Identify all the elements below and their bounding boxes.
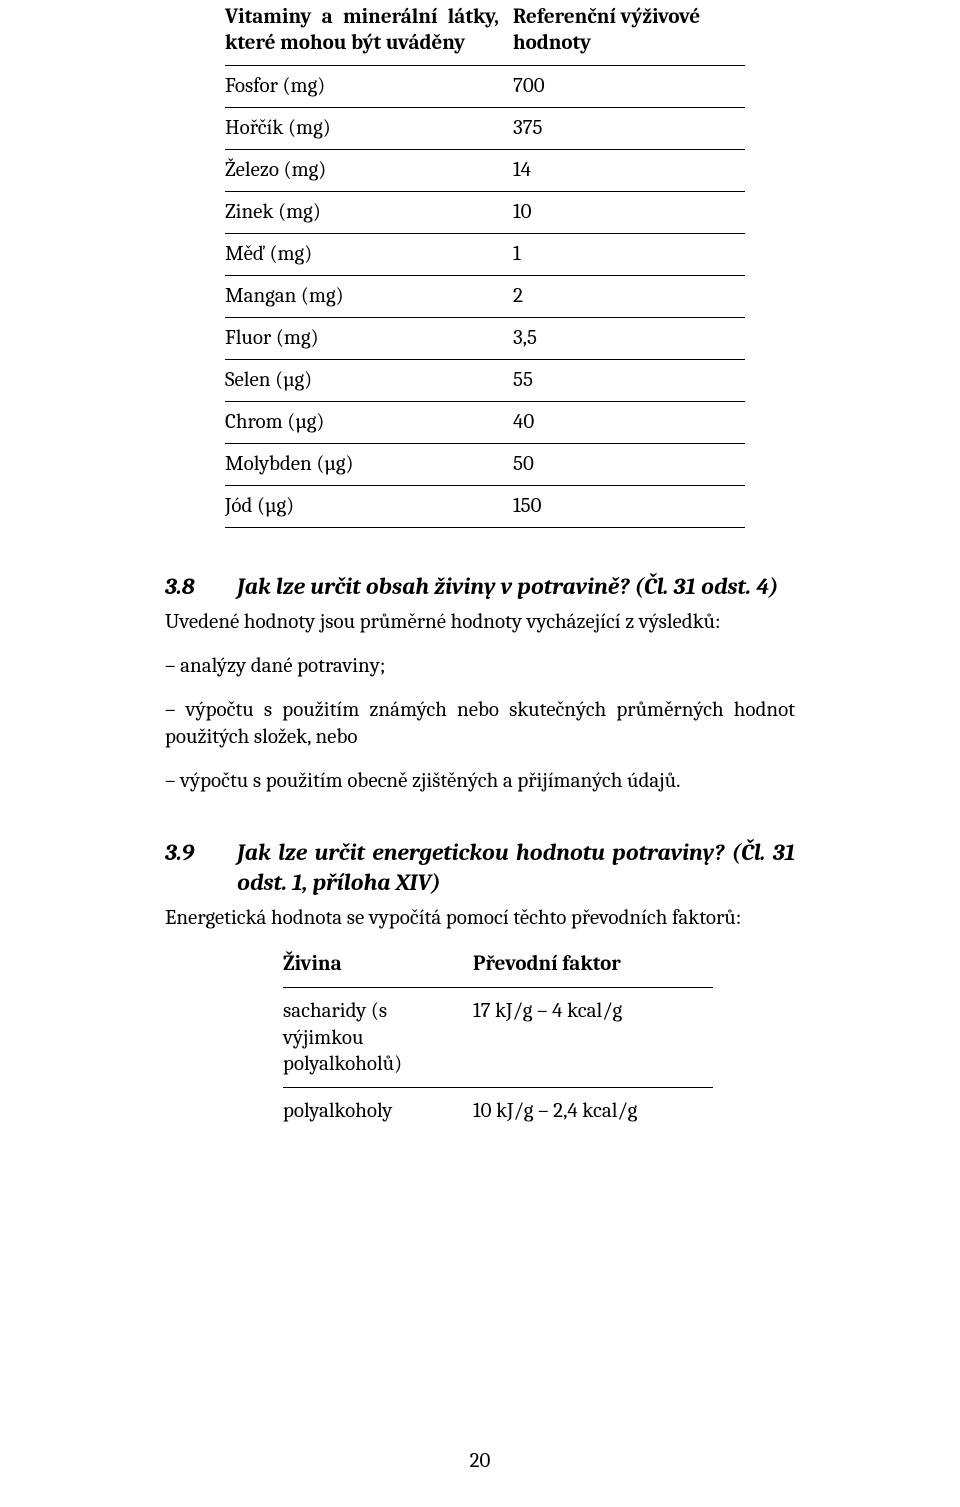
page-number: 20 [0, 1449, 960, 1473]
row-label: Železo (mg) [225, 160, 513, 181]
table-row: Fluor (mg) 3,5 [225, 317, 745, 359]
section-heading-3-8: 3.8 Jak lze určit obsah živiny v potravi… [165, 572, 795, 601]
row-label: Molybden (µg) [225, 454, 513, 475]
row-value: 10 [513, 202, 745, 223]
list-item: – výpočtu s použitím obecně zjištěných a… [165, 768, 795, 794]
list-item: – výpočtu s použitím známých nebo skuteč… [165, 697, 795, 750]
table-header-right: Referenční výživové hodnoty [513, 4, 745, 57]
table-header-left: Živina [283, 951, 473, 977]
table-row: Měď (mg) 1 [225, 233, 745, 275]
row-value: 700 [513, 76, 745, 97]
row-value: 3,5 [513, 328, 745, 349]
table-row: Chrom (µg) 40 [225, 401, 745, 443]
intro-paragraph: Uvedené hodnoty jsou průměrné hodnoty vy… [165, 609, 795, 635]
section-heading-3-9: 3.9 Jak lze určit energetickou hodnotu p… [165, 838, 795, 897]
row-value: 14 [513, 160, 745, 181]
section-number: 3.9 [165, 838, 237, 897]
table-row: Jód (µg) 150 [225, 485, 745, 528]
list-item: – analýzy dané potraviny; [165, 653, 795, 679]
row-label: Jód (µg) [225, 496, 513, 517]
row-label: Selen (µg) [225, 370, 513, 391]
section-title: Jak lze určit obsah živiny v potravině? … [237, 572, 795, 601]
table-row: Molybden (µg) 50 [225, 443, 745, 485]
table-header-left: Vitaminy a minerální látky, které mohou … [225, 4, 513, 57]
row-value: 150 [513, 496, 745, 517]
row-value: 10 kJ/g – 2,4 kcal/g [473, 1098, 713, 1124]
row-label: Chrom (µg) [225, 412, 513, 433]
table-row: polyalkoholy 10 kJ/g – 2,4 kcal/g [283, 1087, 713, 1134]
row-value: 1 [513, 244, 745, 265]
table-row: Fosfor (mg) 700 [225, 65, 745, 107]
table-row: Železo (mg) 14 [225, 149, 745, 191]
table-row: Selen (µg) 55 [225, 359, 745, 401]
section-number: 3.8 [165, 572, 237, 601]
row-label: polyalkoholy [283, 1098, 473, 1124]
row-value: 40 [513, 412, 745, 433]
intro-paragraph: Energetická hodnota se vypočítá pomocí t… [165, 905, 795, 931]
table-row: Mangan (mg) 2 [225, 275, 745, 317]
row-label: Fosfor (mg) [225, 76, 513, 97]
row-label: Fluor (mg) [225, 328, 513, 349]
row-value: 2 [513, 286, 745, 307]
row-value: 55 [513, 370, 745, 391]
table-header-row: Živina Převodní faktor [283, 941, 713, 987]
table-row: Hořčík (mg) 375 [225, 107, 745, 149]
row-label: Měď (mg) [225, 244, 513, 265]
table-header-row: Vitaminy a minerální látky, které mohou … [225, 4, 745, 65]
row-label: Mangan (mg) [225, 286, 513, 307]
table-header-right: Převodní faktor [473, 951, 713, 977]
table-row: Zinek (mg) 10 [225, 191, 745, 233]
conversion-table: Živina Převodní faktor sacharidy (s výji… [283, 941, 713, 1134]
row-value: 17 kJ/g – 4 kcal/g [473, 998, 713, 1077]
table-row: sacharidy (s výjimkou polyalkoholů) 17 k… [283, 987, 713, 1087]
row-label: Hořčík (mg) [225, 118, 513, 139]
row-label: Zinek (mg) [225, 202, 513, 223]
row-value: 50 [513, 454, 745, 475]
row-label: sacharidy (s výjimkou polyalkoholů) [283, 998, 473, 1077]
row-value: 375 [513, 118, 745, 139]
minerals-table: Vitaminy a minerální látky, které mohou … [225, 4, 745, 528]
section-title: Jak lze určit energetickou hodnotu potra… [237, 838, 795, 897]
